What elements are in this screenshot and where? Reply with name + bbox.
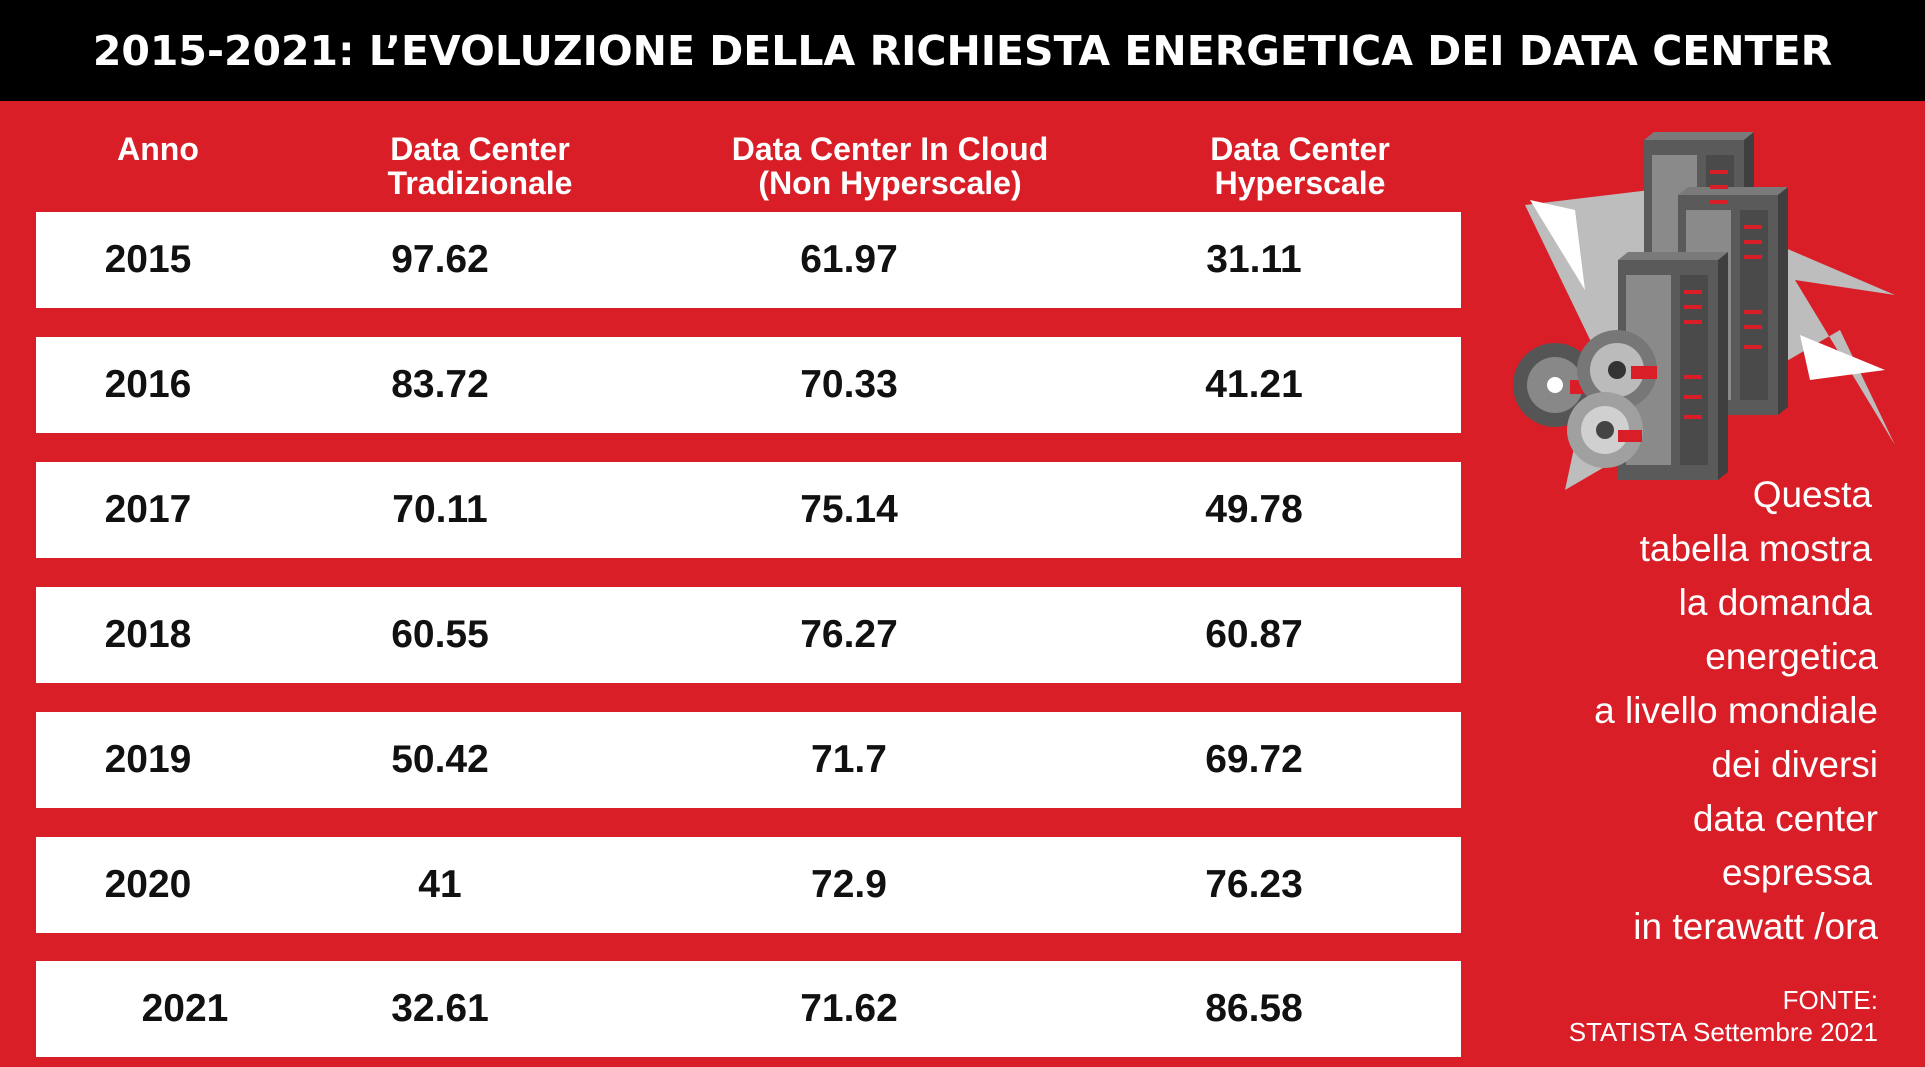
table-row: 2017 70.11 75.14 49.78 <box>36 462 1461 558</box>
cloud-cell: 72.9 <box>811 863 887 906</box>
description-line: la domanda <box>1678 582 1872 623</box>
column-header-year: Anno <box>88 132 228 166</box>
table-row: 2015 97.62 61.97 31.11 <box>36 212 1461 308</box>
hyperscale-cell: 86.58 <box>1205 987 1303 1030</box>
traditional-cell: 41 <box>418 863 462 906</box>
description-text: Questa tabella mostra la domanda energet… <box>1478 468 1878 954</box>
column-header-line: Anno <box>117 131 199 167</box>
description-line: dei diversi <box>1711 744 1878 785</box>
traditional-cell: 50.42 <box>391 738 489 781</box>
triangle-shape <box>1800 335 1885 380</box>
year-cell: 2018 <box>104 613 192 656</box>
traditional-cell: 83.72 <box>391 363 489 406</box>
description-line: espressa <box>1721 852 1872 893</box>
column-header-line: Data Center <box>390 131 570 167</box>
table-row: 2020 41 72.9 76.23 <box>36 837 1461 933</box>
description-line: tabella mostra <box>1639 528 1872 569</box>
cloud-cell: 76.27 <box>800 613 898 656</box>
column-header-line: Data Center <box>1210 131 1390 167</box>
cloud-cell: 70.33 <box>800 363 898 406</box>
triangle-shape <box>1530 200 1585 290</box>
source-line: STATISTA Settembre 2021 <box>1568 1017 1878 1047</box>
cloud-cell: 71.62 <box>800 987 898 1030</box>
description-line: data center <box>1692 798 1878 839</box>
source-line: FONTE: <box>1782 985 1878 1015</box>
table-row: 2016 83.72 70.33 41.21 <box>36 337 1461 433</box>
column-header-traditional: Data Center Tradizionale <box>330 132 630 200</box>
traditional-cell: 97.62 <box>391 238 489 281</box>
column-header-cloud: Data Center In Cloud (Non Hyperscale) <box>700 132 1080 200</box>
column-header-hyperscale: Data Center Hyperscale <box>1150 132 1450 200</box>
year-cell: 2016 <box>104 363 192 406</box>
year-cell: 2015 <box>104 238 192 281</box>
description-line: energetica <box>1705 636 1878 677</box>
traditional-cell: 70.11 <box>392 488 488 531</box>
cloud-cell: 75.14 <box>800 488 898 531</box>
year-cell: 2017 <box>104 488 192 531</box>
title-bar: 2015-2021: L’EVOLUZIONE DELLA RICHIESTA … <box>0 0 1925 101</box>
server-led-icon <box>1684 170 1762 419</box>
column-header-line: Tradizionale <box>387 165 573 201</box>
traditional-cell: 32.61 <box>391 987 489 1030</box>
year-cell: 2020 <box>104 863 192 906</box>
year-cell: 2019 <box>104 738 192 781</box>
hyperscale-cell: 76.23 <box>1205 863 1303 906</box>
column-header-line: Hyperscale <box>1214 165 1386 201</box>
description-line: in terawatt /ora <box>1633 906 1878 947</box>
hyperscale-cell: 31.11 <box>1206 238 1302 281</box>
traditional-cell: 60.55 <box>391 613 489 656</box>
table-row: 2019 50.42 71.7 69.72 <box>36 712 1461 808</box>
column-header-line: (Non Hyperscale) <box>758 165 1022 201</box>
hyperscale-cell: 69.72 <box>1205 738 1303 781</box>
cloud-cell: 71.7 <box>811 738 887 781</box>
disks-icon <box>1513 330 1657 468</box>
hyperscale-cell: 49.78 <box>1205 488 1303 531</box>
cloud-cell: 61.97 <box>800 238 898 281</box>
servers-illustration-icon <box>1513 132 1895 490</box>
description-line: Questa <box>1752 474 1872 515</box>
column-header-line: Data Center In Cloud <box>731 131 1049 167</box>
description-line: a livello mondiale <box>1594 690 1878 731</box>
source-note: FONTE: STATISTA Settembre 2021 <box>1569 984 1878 1048</box>
year-cell: 2021 <box>141 987 229 1030</box>
page-title: 2015-2021: L’EVOLUZIONE DELLA RICHIESTA … <box>92 26 1833 75</box>
hyperscale-cell: 60.87 <box>1205 613 1303 656</box>
hyperscale-cell: 41.21 <box>1205 363 1303 406</box>
table-row: 2021 32.61 71.62 86.58 <box>36 961 1461 1057</box>
table-row: 2018 60.55 76.27 60.87 <box>36 587 1461 683</box>
